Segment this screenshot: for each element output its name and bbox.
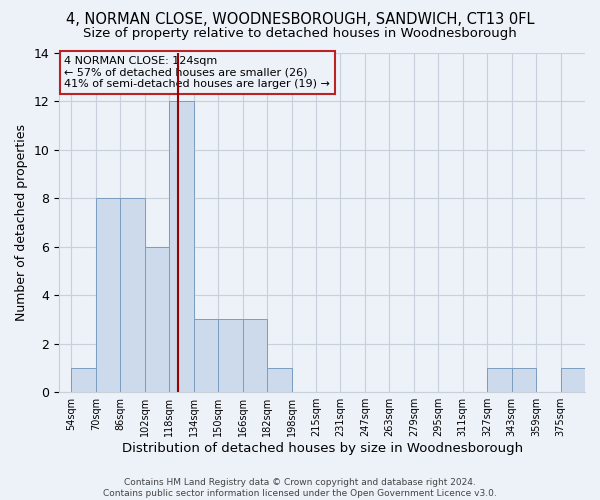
Bar (96, 198, 120, 392)
Bar (242, 320, 267, 392)
Text: 4, NORMAN CLOSE, WOODNESBOROUGH, SANDWICH, CT13 0FL: 4, NORMAN CLOSE, WOODNESBOROUGH, SANDWIC… (66, 12, 534, 28)
X-axis label: Distribution of detached houses by size in Woodnesborough: Distribution of detached houses by size … (122, 442, 523, 455)
Bar (145, 246, 169, 392)
Text: Contains HM Land Registry data © Crown copyright and database right 2024.
Contai: Contains HM Land Registry data © Crown c… (103, 478, 497, 498)
Bar (194, 320, 218, 392)
Bar (512, 368, 536, 392)
Y-axis label: Number of detached properties: Number of detached properties (15, 124, 28, 321)
Bar (487, 368, 512, 392)
Text: 4 NORMAN CLOSE: 124sqm
← 57% of detached houses are smaller (26)
41% of semi-det: 4 NORMAN CLOSE: 124sqm ← 57% of detached… (64, 56, 330, 89)
Bar (169, 101, 194, 392)
Text: Size of property relative to detached houses in Woodnesborough: Size of property relative to detached ho… (83, 28, 517, 40)
Bar (560, 368, 585, 392)
Bar (218, 320, 242, 392)
Bar (120, 198, 145, 392)
Bar (267, 368, 292, 392)
Bar (71, 368, 96, 392)
